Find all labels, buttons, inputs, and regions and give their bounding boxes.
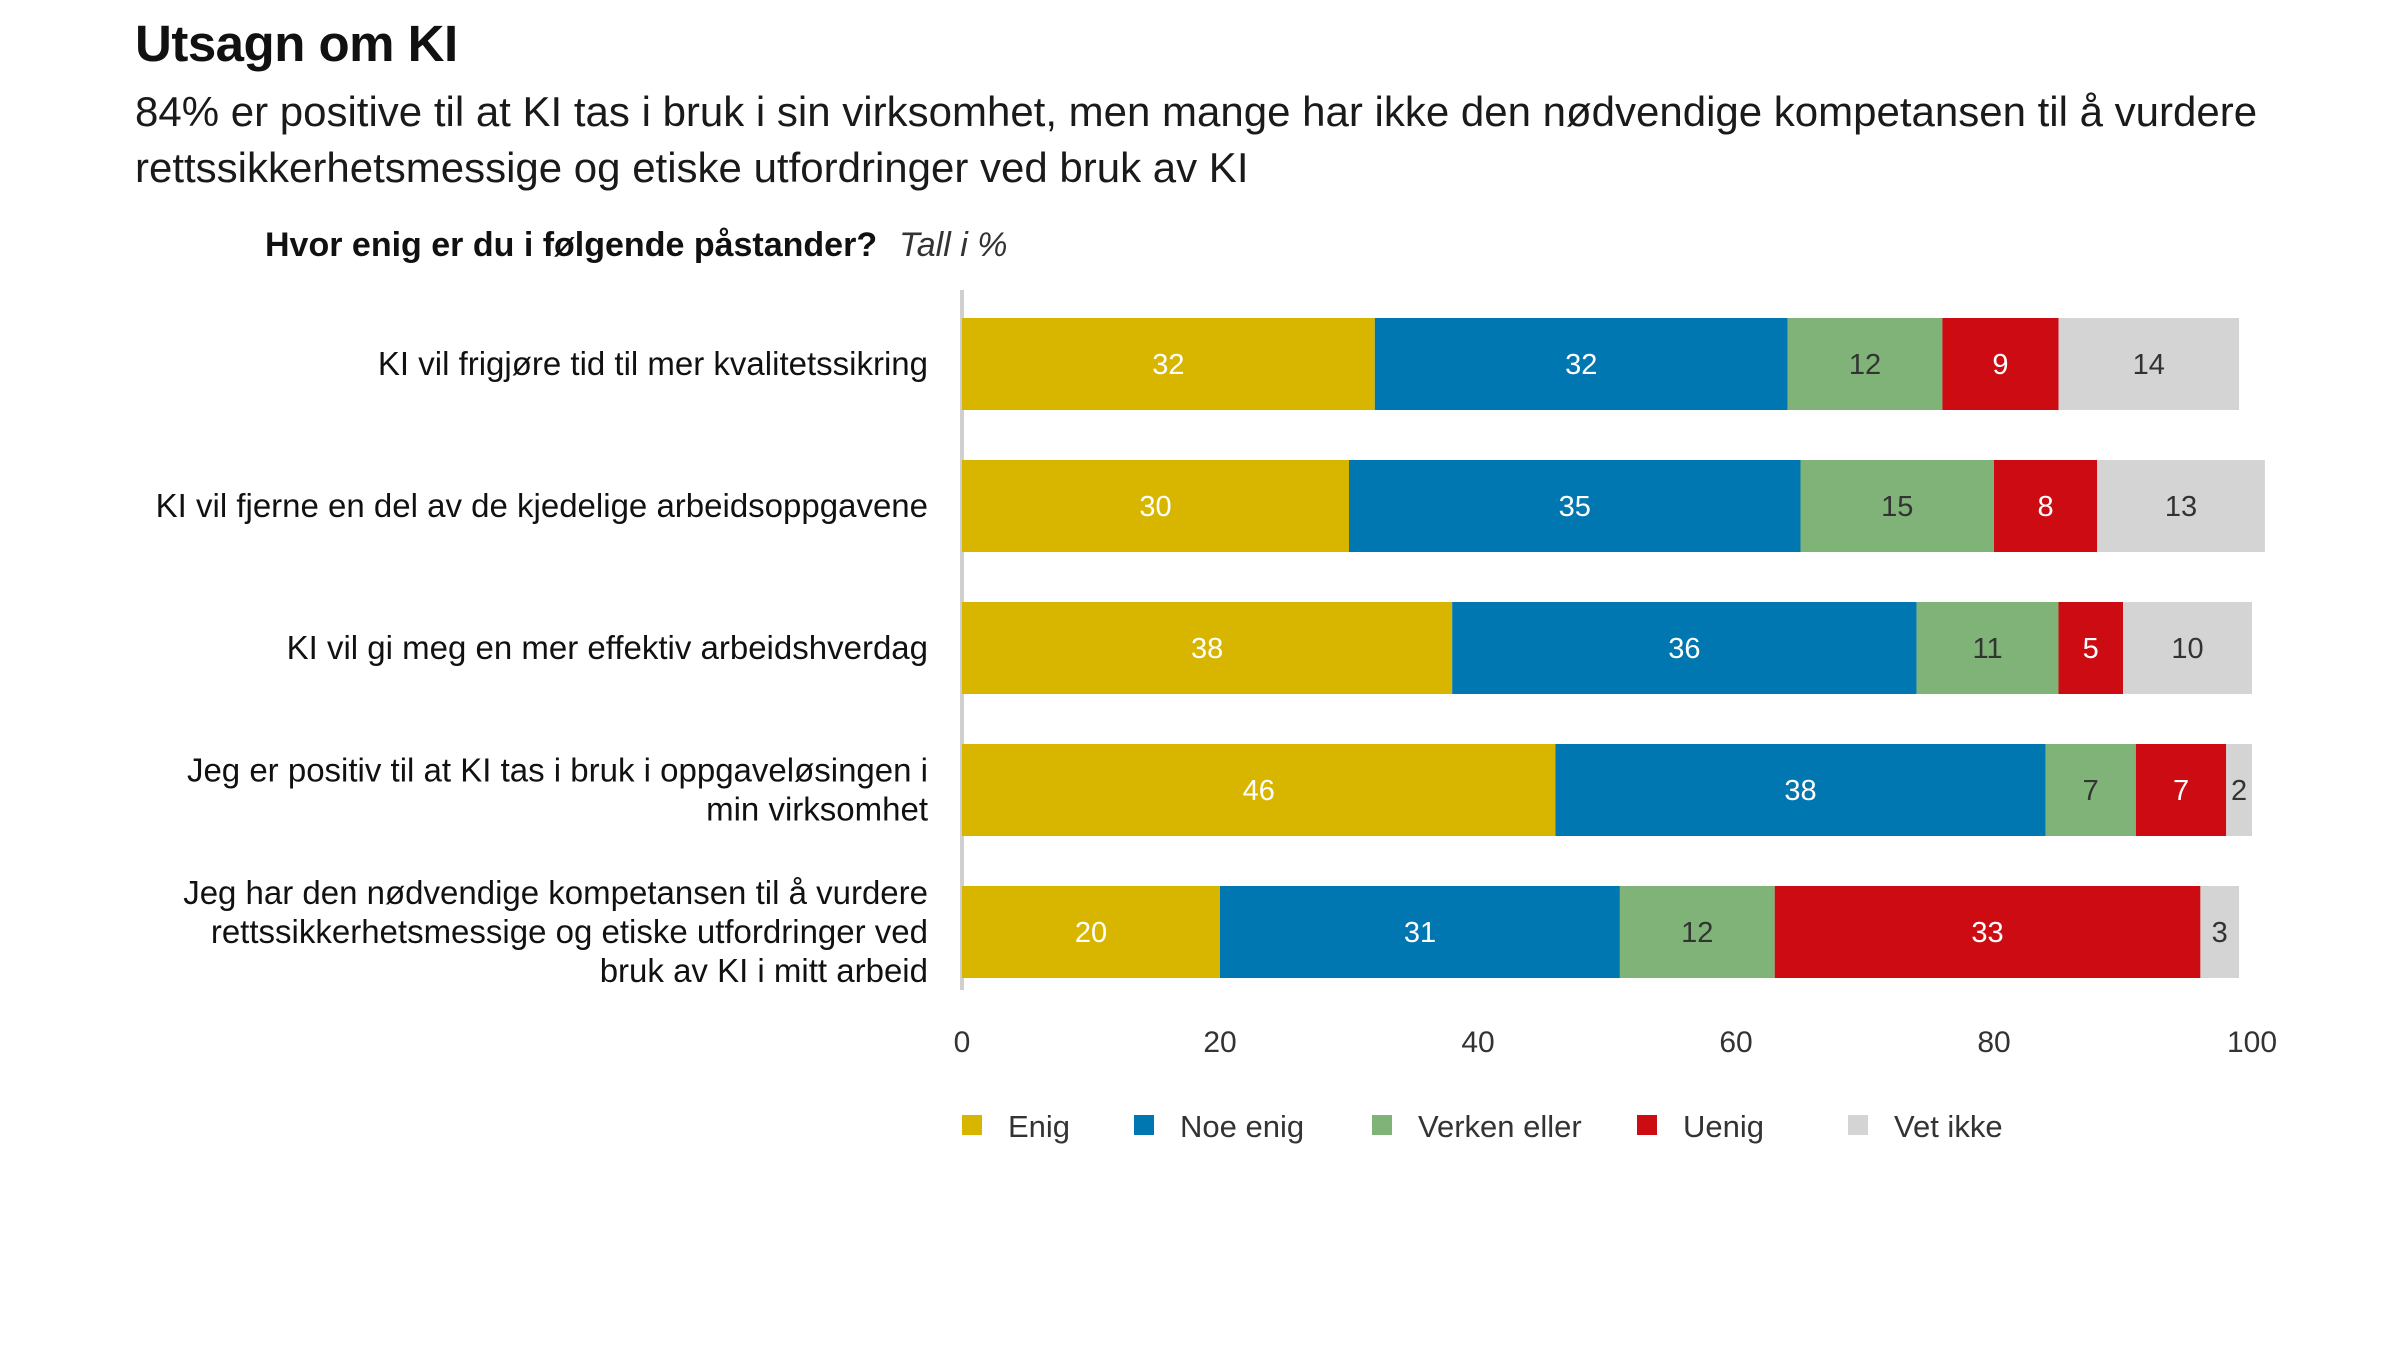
bar-segment xyxy=(962,886,1220,978)
bar-segment xyxy=(2058,318,2240,410)
data-label: 10 xyxy=(2171,633,2203,665)
data-label: 30 xyxy=(1139,491,1171,523)
data-label: 11 xyxy=(1972,633,2002,665)
category-label: KI vil frigjøre tid til mer kvalitetssik… xyxy=(378,345,928,382)
data-label: 33 xyxy=(1971,917,2003,949)
legend-label: Vet ikke xyxy=(1894,1109,2003,1144)
category-label: Jeg er positiv til at KI tas i bruk i op… xyxy=(187,752,928,789)
data-label: 12 xyxy=(1849,349,1881,381)
category-label: KI vil fjerne en del av de kjedelige arb… xyxy=(156,487,928,524)
legend-label: Uenig xyxy=(1683,1109,1764,1144)
data-label: 12 xyxy=(1681,917,1713,949)
data-label: 38 xyxy=(1191,633,1223,665)
legend-swatch xyxy=(1372,1115,1392,1135)
bar-segment xyxy=(1374,318,1788,410)
bar-segment xyxy=(1774,886,2201,978)
x-tick-label: 60 xyxy=(1719,1026,1752,1059)
data-label: 14 xyxy=(2133,349,2165,381)
x-tick-label: 100 xyxy=(2227,1026,2277,1059)
data-label: 38 xyxy=(1784,775,1816,807)
legend-swatch xyxy=(962,1115,982,1135)
legend-label: Noe enig xyxy=(1180,1109,1304,1144)
legend-swatch xyxy=(1637,1115,1657,1135)
x-tick-label: 0 xyxy=(954,1026,971,1059)
data-label: 15 xyxy=(1881,491,1913,523)
category-label: bruk av KI i mitt arbeid xyxy=(600,952,928,989)
category-label: Jeg har den nødvendige kompetansen til å… xyxy=(183,874,928,911)
data-label: 13 xyxy=(2165,491,2197,523)
data-label: 7 xyxy=(2083,775,2099,807)
x-tick-label: 80 xyxy=(1977,1026,2010,1059)
category-label: rettssikkerhetsmessige og etiske utfordr… xyxy=(211,913,928,950)
data-label: 7 xyxy=(2173,775,2189,807)
unit-note: Tall i % xyxy=(899,226,1008,264)
legend-swatch xyxy=(1848,1115,1868,1135)
chart-title: Utsagn om KI xyxy=(135,15,458,72)
data-label: 9 xyxy=(1992,349,2008,381)
bar-segment xyxy=(2135,744,2227,836)
legend-swatch xyxy=(1134,1115,1154,1135)
bar-segment xyxy=(2045,744,2136,836)
bar-segment xyxy=(1787,318,1943,410)
data-label: 36 xyxy=(1668,633,1700,665)
chart-subtitle: 84% er positive til at KI tas i bruk i s… xyxy=(135,88,2258,191)
data-label: 2 xyxy=(2231,775,2247,807)
bar-segment xyxy=(1220,886,1620,978)
data-label: 5 xyxy=(2083,633,2099,665)
data-label: 35 xyxy=(1559,491,1591,523)
bar-segment xyxy=(962,318,1375,410)
legend-label: Verken eller xyxy=(1418,1109,1582,1144)
bar-segment xyxy=(962,744,1556,836)
data-label: 31 xyxy=(1404,917,1436,949)
bar-segment xyxy=(962,602,1453,694)
bar-segment xyxy=(1942,318,2059,410)
bar-segment xyxy=(1800,460,1994,552)
bar-segment xyxy=(1555,744,2046,836)
bar-segment xyxy=(1994,460,2098,552)
survey-question: Hvor enig er du i følgende påstander? Tal… xyxy=(265,226,1007,265)
bar-segment xyxy=(1619,886,1775,978)
bar-segment xyxy=(2226,744,2252,836)
category-label: min virksomhet xyxy=(706,791,928,828)
data-label: 20 xyxy=(1075,917,1107,949)
bar-segment xyxy=(2097,460,2265,552)
question-text: Hvor enig er du i følgende påstander? xyxy=(265,226,878,264)
x-tick-label: 40 xyxy=(1461,1026,1494,1059)
x-tick-label: 20 xyxy=(1203,1026,1236,1059)
bar-segment xyxy=(2200,886,2240,978)
bar-segment xyxy=(2123,602,2252,694)
bar-segment xyxy=(1452,602,1917,694)
legend-label: Enig xyxy=(1008,1109,1070,1144)
bar-segment xyxy=(1916,602,2059,694)
bar-segment xyxy=(962,460,1349,552)
category-label: KI vil gi meg en mer effektiv arbeidshve… xyxy=(287,629,928,666)
data-label: 8 xyxy=(2038,491,2054,523)
bar-segment xyxy=(2058,602,2123,694)
data-label: 32 xyxy=(1152,349,1184,381)
data-label: 3 xyxy=(2212,917,2228,949)
bar-segment xyxy=(1349,460,1801,552)
data-label: 46 xyxy=(1243,775,1275,807)
data-label: 32 xyxy=(1565,349,1597,381)
